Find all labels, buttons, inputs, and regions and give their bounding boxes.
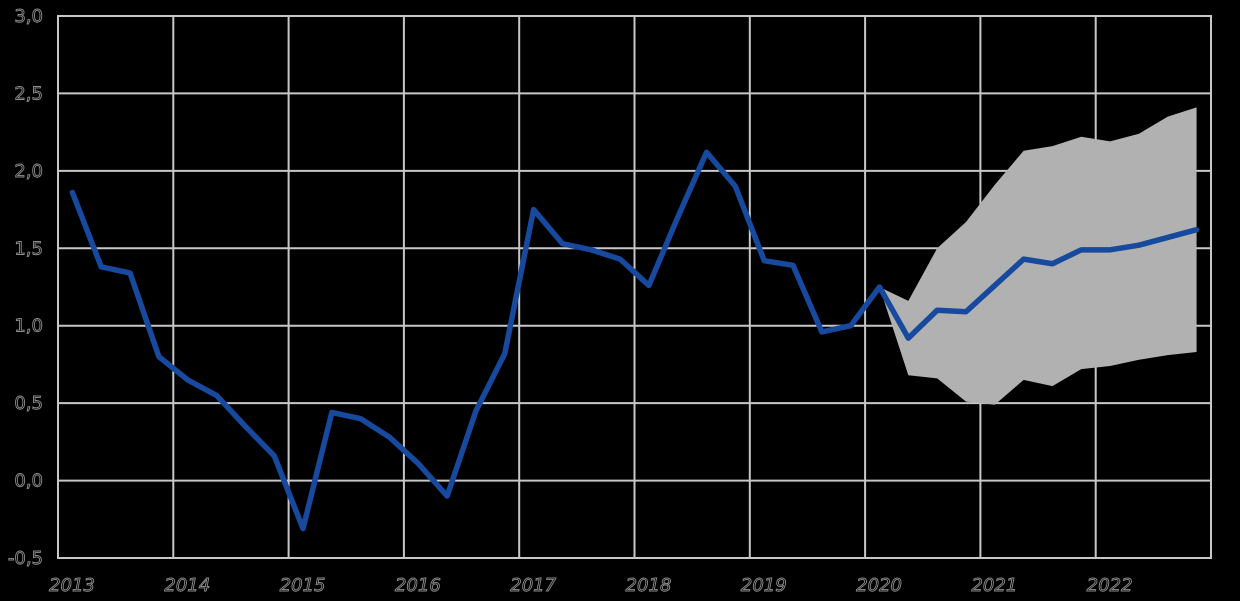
y-tick-label: 2,5 [14, 83, 43, 104]
y-tick-label: -0,5 [8, 548, 43, 569]
x-tick-label: 2020 [856, 575, 902, 596]
plot-border [57, 15, 1212, 559]
x-tick-label: 2015 [280, 575, 326, 596]
x-tick-label: 2018 [626, 575, 672, 596]
y-tick-label: 1,5 [14, 238, 43, 259]
y-tick-label: 1,0 [14, 316, 43, 337]
x-tick-label: 2013 [49, 575, 95, 596]
x-tick-label: 2014 [164, 575, 210, 596]
x-tick-label: 2016 [395, 575, 441, 596]
x-tick-label: 2019 [741, 575, 787, 596]
x-tick-label: 2021 [971, 575, 1017, 596]
y-tick-label: 0,0 [14, 471, 43, 492]
forecast-band [879, 107, 1197, 405]
y-tick-label: 0,5 [14, 393, 43, 414]
y-tick-label: 2,0 [14, 161, 43, 182]
series-line [69, 149, 1200, 532]
x-tick-label: 2022 [1087, 575, 1133, 596]
y-tick-label: 3,0 [14, 6, 43, 27]
x-tick-label: 2017 [510, 575, 556, 596]
